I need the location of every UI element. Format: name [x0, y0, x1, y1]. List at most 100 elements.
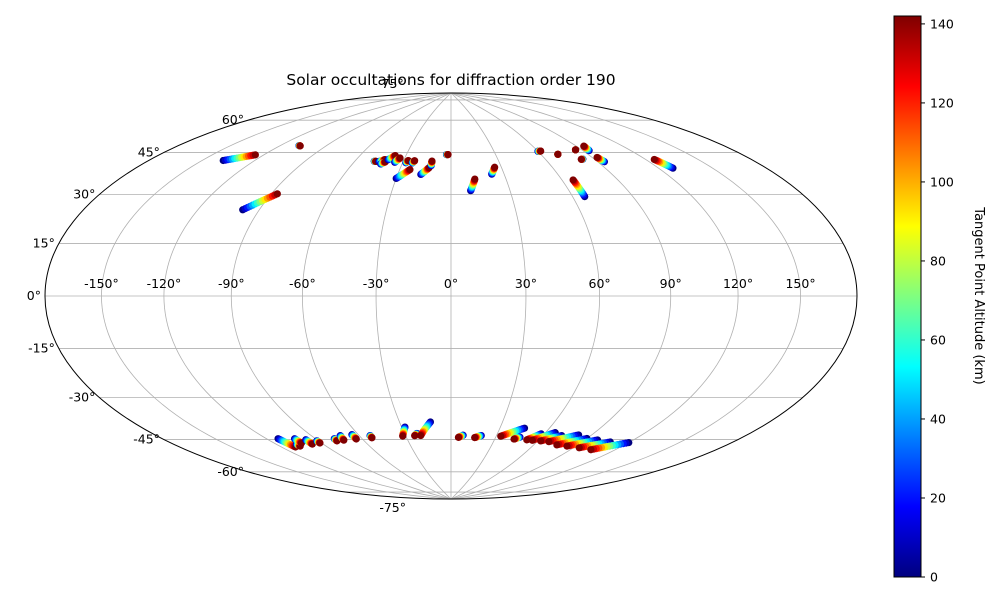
occultation-track [295, 142, 304, 150]
latitude-tick-labels: 75° 60° 45° 30° 15° 0° -15° -30° -45° -60° -75° [27, 76, 406, 515]
occultation-point [497, 432, 505, 440]
latitude-tick-label: 0° [27, 288, 41, 303]
colorbar-gradient [893, 15, 922, 578]
occultation-point [554, 150, 562, 158]
occultation-track [587, 438, 633, 454]
occultation-point [411, 157, 419, 165]
longitude-tick-label: 30° [515, 276, 537, 291]
occultation-point [537, 147, 545, 155]
latitude-tick-label: 45° [138, 144, 160, 159]
occultation-track [497, 424, 529, 440]
occultation-track [569, 176, 589, 201]
longitude-tick-label: 150° [785, 276, 815, 291]
occultation-track [290, 435, 306, 447]
occultation-track [417, 418, 435, 440]
occultation-track [580, 142, 593, 155]
occultation-point [411, 432, 419, 440]
occultation-point [580, 142, 588, 150]
occultation-track [408, 157, 419, 167]
latitude-tick-label: -60° [217, 464, 244, 479]
occultation-point [296, 142, 304, 150]
occultation-point [406, 166, 414, 174]
occultation-point [545, 438, 553, 446]
occultation-track [399, 423, 409, 440]
occultation-point [352, 435, 360, 443]
occultation-point [471, 175, 479, 183]
colorbar-label: Tangent Point Altitude (km) [971, 206, 986, 384]
longitude-tick-label: 90° [660, 276, 682, 291]
longitude-tick-label: -120° [147, 276, 182, 291]
occultation-track [348, 431, 360, 443]
occultation-point [523, 436, 531, 444]
longitude-tick-label: -150° [84, 276, 119, 291]
occultation-point [528, 436, 536, 444]
occultation-point [537, 437, 545, 445]
occultation-track [454, 431, 467, 441]
occultation-point [316, 439, 324, 447]
latitude-tick-label: -45° [133, 432, 160, 447]
occultation-track [488, 163, 499, 178]
chart-title: Solar occultations for diffraction order… [286, 71, 615, 89]
longitude-tick-label: 120° [723, 276, 753, 291]
occultation-point [593, 153, 601, 162]
occultation-track [302, 436, 316, 448]
occultation-track [577, 155, 587, 163]
latitude-tick-label: -15° [28, 341, 55, 356]
occultation-track [274, 435, 300, 451]
occultation-track [219, 151, 259, 165]
occultation-track [554, 150, 562, 158]
latitude-tick-label: 30° [73, 187, 95, 202]
longitude-tick-label: -30° [363, 276, 390, 291]
latitude-tick-label: -75° [379, 500, 406, 515]
occultation-point [563, 442, 571, 450]
occultation-point [428, 157, 436, 165]
occultation-point [577, 155, 585, 163]
occultation-track [510, 433, 524, 443]
occultation-point [340, 436, 348, 444]
occultation-track [391, 154, 404, 166]
occultation-track [427, 157, 436, 170]
occultation-point [273, 190, 281, 198]
occultation-track [377, 158, 389, 168]
latitude-tick-label: 75° [382, 76, 404, 91]
map-outline [44, 92, 858, 500]
colorbar: 0 20 40 60 80 100 120 140 Tangent Point Altitud… [893, 15, 986, 585]
occultation-point [510, 435, 518, 443]
occultation-track [650, 155, 677, 172]
occultation-point [454, 433, 463, 441]
occultation-track [593, 153, 609, 166]
occultation-point [399, 432, 407, 440]
occultation-point [491, 163, 499, 171]
occultation-point [575, 444, 583, 452]
colorbar-tick-label: 140 [930, 16, 954, 31]
colorbar-tick-label: 60 [930, 332, 946, 347]
occultation-point [444, 151, 452, 159]
occultation-track [467, 175, 479, 195]
occultation-track [442, 151, 452, 159]
occultation-point [368, 434, 376, 442]
colorbar-tick-label: 20 [930, 490, 946, 505]
latitude-tick-label: 60° [222, 112, 244, 127]
occultation-track [366, 432, 376, 442]
occultation-track [239, 190, 281, 214]
occultation-track [392, 166, 414, 183]
colorbar-tick-label: 120 [930, 95, 954, 110]
occultation-point [587, 446, 595, 454]
occultation-tracks [219, 142, 677, 454]
longitude-tick-labels: -150° -120° -90° -60° -30° 0° 30° 60° 90° 120° 150… [84, 276, 815, 291]
occultation-track [313, 437, 324, 447]
occultation-track [336, 432, 348, 444]
longitude-tick-label: 0° [444, 276, 458, 291]
occultation-point [251, 151, 259, 159]
occultation-track [471, 431, 485, 442]
colorbar-tick-label: 0 [930, 570, 938, 585]
map-grid [45, 92, 857, 500]
occultation-point [417, 431, 425, 440]
latitude-tick-label: 15° [33, 235, 55, 250]
latitude-tick-label: -30° [69, 390, 96, 405]
occultation-point [553, 441, 561, 449]
longitude-tick-label: -90° [218, 276, 245, 291]
colorbar-tick-label: 40 [930, 411, 946, 426]
longitude-tick-label: -60° [289, 276, 316, 291]
